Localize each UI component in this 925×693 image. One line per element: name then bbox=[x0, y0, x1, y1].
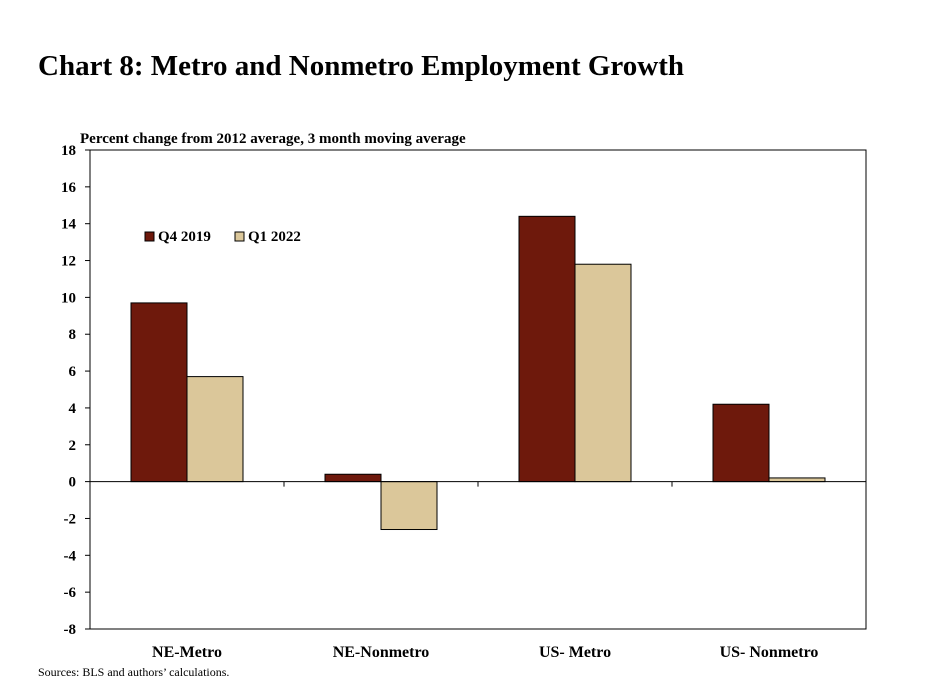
y-tick-label: -8 bbox=[64, 622, 77, 638]
bar-q4-2019 bbox=[712, 403, 770, 483]
bar-q1-2022 bbox=[768, 477, 826, 483]
y-tick-label: 14 bbox=[61, 217, 77, 233]
plot-area: 18 16 14 12 10 8 6 4 2 0 -2 -4 -6 -8 NE-Metro NE-Nonmet… bbox=[61, 143, 867, 661]
x-tick-label: US- Metro bbox=[539, 644, 611, 661]
y-tick-label: 0 bbox=[69, 475, 77, 491]
legend-label: Q1 2022 bbox=[248, 229, 301, 245]
y-tick-label: 2 bbox=[69, 438, 77, 454]
bar-q1-2022 bbox=[186, 376, 244, 483]
y-tick-label: -2 bbox=[64, 511, 77, 527]
legend-swatch bbox=[144, 231, 155, 242]
x-tick-label: NE-Nonmetro bbox=[333, 644, 430, 661]
y-tick-label: 12 bbox=[61, 254, 76, 270]
bar-q4-2019 bbox=[130, 302, 188, 483]
y-tick-label: 6 bbox=[69, 364, 77, 380]
y-axis-label: Percent change from 2012 average, 3 mont… bbox=[80, 131, 466, 147]
y-tick-label: 8 bbox=[69, 327, 77, 343]
x-tick-label: NE-Metro bbox=[152, 644, 222, 661]
y-tick-label: -4 bbox=[64, 548, 77, 564]
chart-title: Chart 8: Metro and Nonmetro Employment G… bbox=[38, 50, 685, 82]
x-tick-label: US- Nonmetro bbox=[720, 644, 819, 661]
legend-swatch bbox=[234, 231, 245, 242]
bar-q4-2019 bbox=[324, 473, 382, 483]
source-note: Sources: BLS and authors’ calculations. bbox=[38, 665, 230, 679]
y-tick-label: 4 bbox=[69, 401, 77, 417]
bar-q1-2022 bbox=[380, 481, 438, 531]
y-tick-label: 16 bbox=[61, 180, 77, 196]
bar-q1-2022 bbox=[574, 263, 632, 483]
y-tick-label: 18 bbox=[61, 143, 76, 159]
y-tick-label: -6 bbox=[64, 585, 77, 601]
y-tick-label: 10 bbox=[61, 290, 76, 306]
bar-q4-2019 bbox=[518, 215, 576, 483]
legend-label: Q4 2019 bbox=[158, 229, 211, 245]
